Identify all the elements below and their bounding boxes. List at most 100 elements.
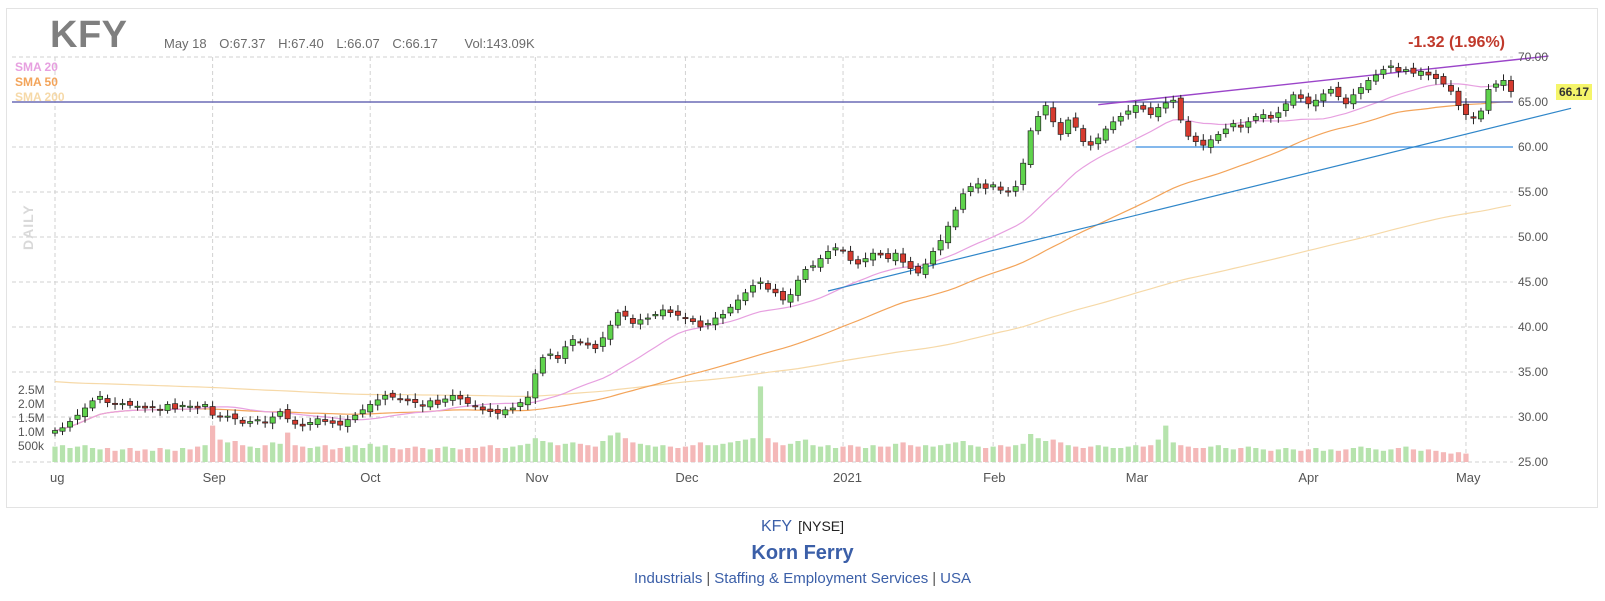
candle-down [1185,121,1192,137]
candle-down [697,320,704,328]
volume-bar [622,438,628,462]
volume-bar [1365,448,1372,462]
volume-bar [67,448,73,462]
candle-up [862,258,869,263]
volume-bar [615,432,621,462]
volume-bar [315,446,321,462]
candle-up [1290,94,1297,106]
volume-bar [1103,446,1109,462]
candle-down [1440,76,1447,85]
volume-bar [600,441,606,462]
candle-down [915,265,922,274]
volume-bar [1178,445,1184,462]
volume-bar [1350,448,1356,462]
candle-down [322,419,329,422]
candle-up [952,209,959,228]
volume-bar [179,448,186,462]
candle-up [1102,128,1109,141]
volume-bar [427,449,433,462]
volume-bar [1230,449,1236,462]
volume-bar [1238,448,1244,462]
date-tick-label: ug [50,470,64,485]
volume-bar [487,445,493,462]
candle-down [149,406,156,409]
legend-sma-200: SMA 200 [15,90,65,104]
candle-up [967,186,974,192]
volume-bar [817,446,824,462]
footer: KFY [NYSE] Korn Ferry Industrials | Staffin… [0,518,1605,587]
country-link[interactable]: USA [940,570,971,587]
sector-link[interactable]: Industrials [633,570,703,587]
volume-bar [157,448,163,462]
candle-down [239,419,246,424]
volume-tick-label: 2.0M [18,397,45,411]
volume-bar [832,448,839,462]
candle-up [742,292,749,302]
volume-bar [705,445,711,462]
candle-down [1087,141,1094,146]
candle-down [397,398,404,401]
candle-up [720,314,726,319]
ohlc-readout: May 18 O:67.37 H:67.40 L:66.07 C:66.17 V… [164,36,544,51]
candle-up [164,404,171,411]
volume-bar [1358,446,1364,462]
volume-bar [1253,448,1259,462]
volume-bar [727,442,734,462]
candle-up [1012,186,1019,192]
candle-up [97,395,103,400]
candle-up [382,395,389,400]
candle-down [1072,117,1079,128]
candle-up [1117,116,1124,122]
volume-bar [1133,445,1139,462]
volume-bar [1388,449,1394,462]
company-name[interactable]: Korn Ferry [751,542,854,564]
volume-bar [1148,445,1154,462]
candle-up [202,404,209,407]
candle-up [344,419,351,427]
candle-up [1357,87,1364,94]
candle-up [1207,139,1214,148]
volume-bar [1200,448,1206,462]
candle-up [757,281,764,284]
volume-bar [119,449,126,462]
candle-down [847,250,854,261]
industry-link[interactable]: Staffing & Employment Services [714,570,929,587]
candle-up [1020,162,1027,185]
candle-up [1320,93,1327,102]
candle-down [479,406,486,411]
volume-bar [877,446,884,462]
candle-down [1470,116,1477,119]
volume-bar [968,445,974,462]
volume-bar [870,445,876,462]
footer-symbol-link[interactable]: KFY [760,518,793,535]
candle-up [1230,123,1237,128]
volume-bar [735,441,741,462]
candle-up [787,294,794,303]
candle-up [67,421,73,428]
candle-up [1155,107,1162,118]
volume-bar [712,445,719,462]
candle-up [1275,112,1282,118]
volume-bar [757,386,764,462]
candle-up [825,251,831,259]
volume-bar [74,446,81,462]
volume-bar [1395,448,1402,462]
candle-up [449,395,456,401]
candle-up [1500,80,1507,86]
volume-bar [750,438,756,462]
candle-down [209,406,216,416]
candle-up [1095,137,1102,145]
volume-bar [330,449,336,462]
candle-down [1237,124,1244,128]
volume-bar [840,446,846,462]
date-tick-label: 2021 [833,470,862,485]
candle-down [472,405,479,408]
candle-down [299,423,306,427]
volume-bar [652,446,659,462]
volume-bar [1328,449,1334,462]
volume-bar [1380,450,1387,462]
date-tick-label: Mar [1126,470,1149,485]
volume-bar [52,446,58,462]
date-tick-label: May [1456,470,1481,485]
volume-bar [495,448,501,462]
